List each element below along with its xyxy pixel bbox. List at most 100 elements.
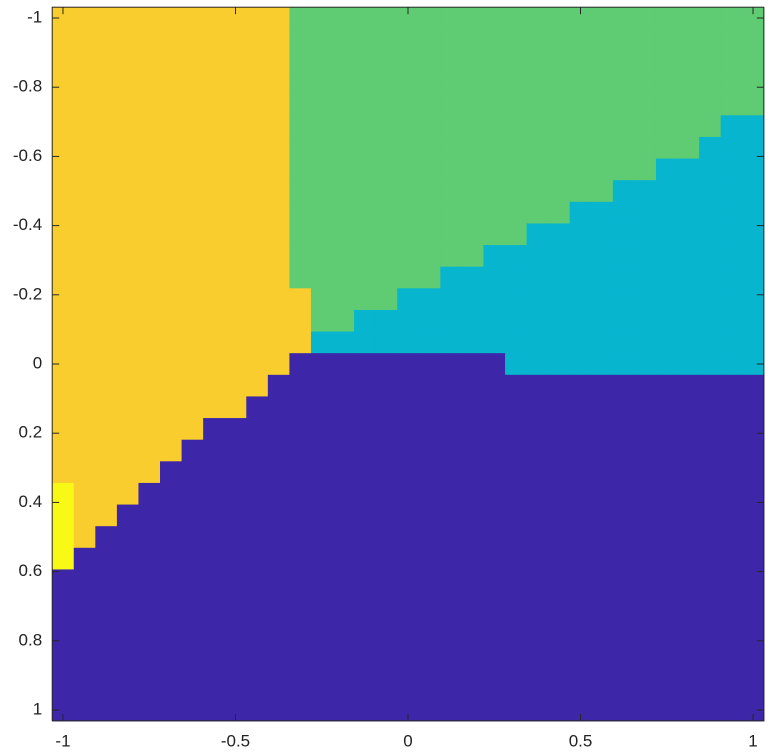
heatmap-cell — [267, 699, 290, 722]
heatmap-cell — [591, 396, 614, 419]
heatmap-cell — [246, 309, 269, 333]
heatmap-cell — [483, 634, 506, 657]
heatmap-cell — [181, 353, 204, 376]
heatmap-cell — [52, 677, 75, 700]
heatmap-cell — [354, 309, 377, 333]
heatmap-cell — [310, 136, 334, 160]
heatmap-cell — [655, 547, 679, 571]
heatmap-cell — [655, 482, 679, 506]
heatmap-cell — [677, 180, 700, 203]
heatmap-cell — [461, 115, 485, 138]
heatmap-cell — [181, 699, 204, 722]
heatmap-cell — [526, 353, 549, 376]
heatmap-cell — [505, 28, 528, 52]
heatmap-cell — [73, 245, 96, 268]
heatmap-cell — [418, 50, 441, 73]
heatmap-cell — [116, 634, 140, 657]
heatmap-cell — [677, 634, 700, 657]
heatmap-cell — [332, 93, 355, 116]
heatmap-cell — [418, 72, 441, 95]
heatmap-cell — [267, 266, 290, 289]
heatmap-cell — [95, 591, 118, 614]
heatmap-cell — [440, 396, 463, 419]
heatmap-cell — [52, 180, 75, 203]
heatmap-cell — [397, 634, 420, 657]
heatmap-cell — [375, 223, 398, 246]
heatmap-cell — [375, 569, 398, 592]
heatmap-cell — [160, 418, 183, 441]
heatmap-cell — [181, 288, 204, 311]
heatmap-cell — [548, 28, 571, 52]
heatmap-cell — [73, 396, 96, 419]
heatmap-cell — [548, 245, 571, 268]
heatmap-cell — [354, 180, 377, 203]
heatmap-cell — [375, 353, 398, 376]
heatmap-cell — [332, 223, 355, 246]
heatmap-cell — [742, 634, 765, 657]
heatmap-cell — [224, 136, 247, 160]
heatmap-cell — [569, 353, 592, 376]
heatmap-cell — [548, 396, 571, 419]
heatmap-cell — [224, 396, 247, 419]
heatmap-cell — [181, 158, 204, 181]
heatmap-cell — [591, 266, 614, 289]
heatmap-cell — [73, 7, 96, 30]
heatmap-cell — [655, 180, 679, 203]
heatmap-cell — [548, 374, 571, 398]
heatmap-cell — [569, 699, 592, 722]
heatmap-cell — [246, 461, 269, 484]
heatmap-cell — [224, 245, 247, 268]
heatmap-cell — [742, 591, 765, 614]
heatmap-cell — [440, 245, 463, 268]
heatmap-cell — [73, 266, 96, 289]
heatmap-cell — [203, 655, 226, 679]
heatmap-cell — [634, 50, 657, 73]
heatmap-cell — [526, 309, 549, 333]
heatmap-cell — [440, 504, 463, 527]
heatmap-cell — [332, 439, 355, 462]
heatmap-cell — [224, 569, 247, 592]
heatmap-cell — [720, 288, 743, 311]
heatmap-cell — [160, 309, 183, 333]
heatmap-cell — [548, 677, 571, 700]
heatmap-cell — [289, 526, 312, 549]
heatmap-cell — [138, 612, 161, 635]
heatmap-cell — [289, 7, 312, 30]
heatmap-cell — [526, 180, 549, 203]
heatmap-cell — [267, 547, 290, 571]
heatmap-cell — [612, 569, 636, 592]
heatmap-cell — [655, 245, 679, 268]
heatmap-cell — [138, 547, 161, 571]
heatmap-cell — [526, 482, 549, 506]
heatmap-cell — [397, 655, 420, 679]
heatmap-cell — [591, 72, 614, 95]
heatmap-cell — [699, 7, 722, 30]
heatmap-cell — [354, 591, 377, 614]
heatmap-cell — [720, 591, 743, 614]
heatmap-cell — [310, 677, 334, 700]
heatmap-cell — [526, 7, 549, 30]
heatmap-cell — [742, 353, 765, 376]
heatmap-cell — [548, 288, 571, 311]
heatmap-cell — [138, 504, 161, 527]
heatmap-cell — [699, 158, 722, 181]
heatmap-cell — [699, 547, 722, 571]
heatmap-cell — [569, 72, 592, 95]
heatmap-cell — [224, 266, 247, 289]
heatmap-cell — [267, 504, 290, 527]
heatmap-cell — [461, 699, 485, 722]
heatmap-cell — [332, 461, 355, 484]
heatmap-cell — [397, 526, 420, 549]
heatmap-cell — [246, 201, 269, 225]
heatmap-cell — [246, 677, 269, 700]
heatmap-cell — [440, 309, 463, 333]
heatmap-cell — [95, 504, 118, 527]
heatmap-cell — [677, 655, 700, 679]
heatmap-cell — [354, 266, 377, 289]
heatmap-cell — [397, 461, 420, 484]
heatmap-cell — [73, 223, 96, 246]
heatmap-cell — [591, 115, 614, 138]
heatmap-cell — [73, 482, 96, 506]
heatmap-cell — [289, 245, 312, 268]
heatmap-cell — [612, 331, 636, 354]
